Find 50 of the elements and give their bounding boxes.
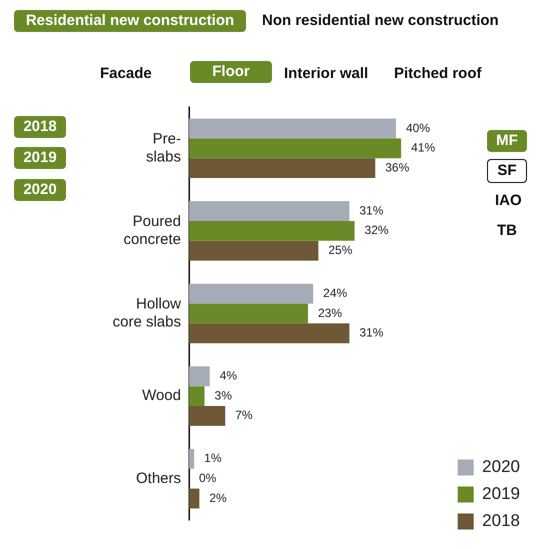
y-tick-label: Others [136,470,181,487]
text: Residential new construction [14,10,246,32]
text: Pitched roof [393,64,483,84]
y-tick-label: Poured concrete [123,213,181,248]
bar [189,448,194,469]
bar [189,240,318,261]
data-label: 7% [235,408,253,422]
legend-label: 2019 [482,484,520,504]
y-tick-label: Hollow core slabs [112,296,182,331]
legend-label: 2020 [482,457,520,476]
text: 2018 [14,116,66,138]
data-label: 2% [209,490,228,505]
bar [189,284,314,304]
data-label: 1% [204,451,222,466]
y-tick-label: Wood [142,387,181,404]
text: SF [487,159,527,183]
data-label: 31% [359,203,384,218]
data-label: 24% [323,286,348,300]
bar [189,406,226,426]
data-label: 41% [411,140,436,155]
text: Floor [190,61,272,83]
data-label: 3% [214,388,232,402]
bar [189,366,210,386]
data-label: 4% [220,368,238,383]
data-label: 36% [385,160,410,174]
text: MF [487,130,527,152]
data-label: 25% [328,243,353,258]
text: 2020 [14,179,66,201]
text: Non residential new construction [261,11,500,31]
data-label: 32% [364,223,389,238]
text: TB [496,221,518,241]
legend-label: 2018 [482,511,520,530]
bar [189,386,205,406]
text: Interior wall [283,64,370,84]
bar [189,323,350,344]
data-label: 0% [199,471,217,486]
bar [189,158,376,178]
bar [189,118,396,138]
data-label: 23% [318,306,342,320]
text: IAO [494,191,523,211]
bar [189,304,308,324]
text: 2019 [14,147,66,169]
bar [189,220,355,241]
y-tick-label: Pre-slabs [146,130,181,166]
bar [189,488,200,508]
data-label: 40% [406,120,430,135]
text: Facade [99,64,153,84]
bar [189,201,350,221]
data-label: 31% [359,326,384,340]
bar [189,138,402,158]
